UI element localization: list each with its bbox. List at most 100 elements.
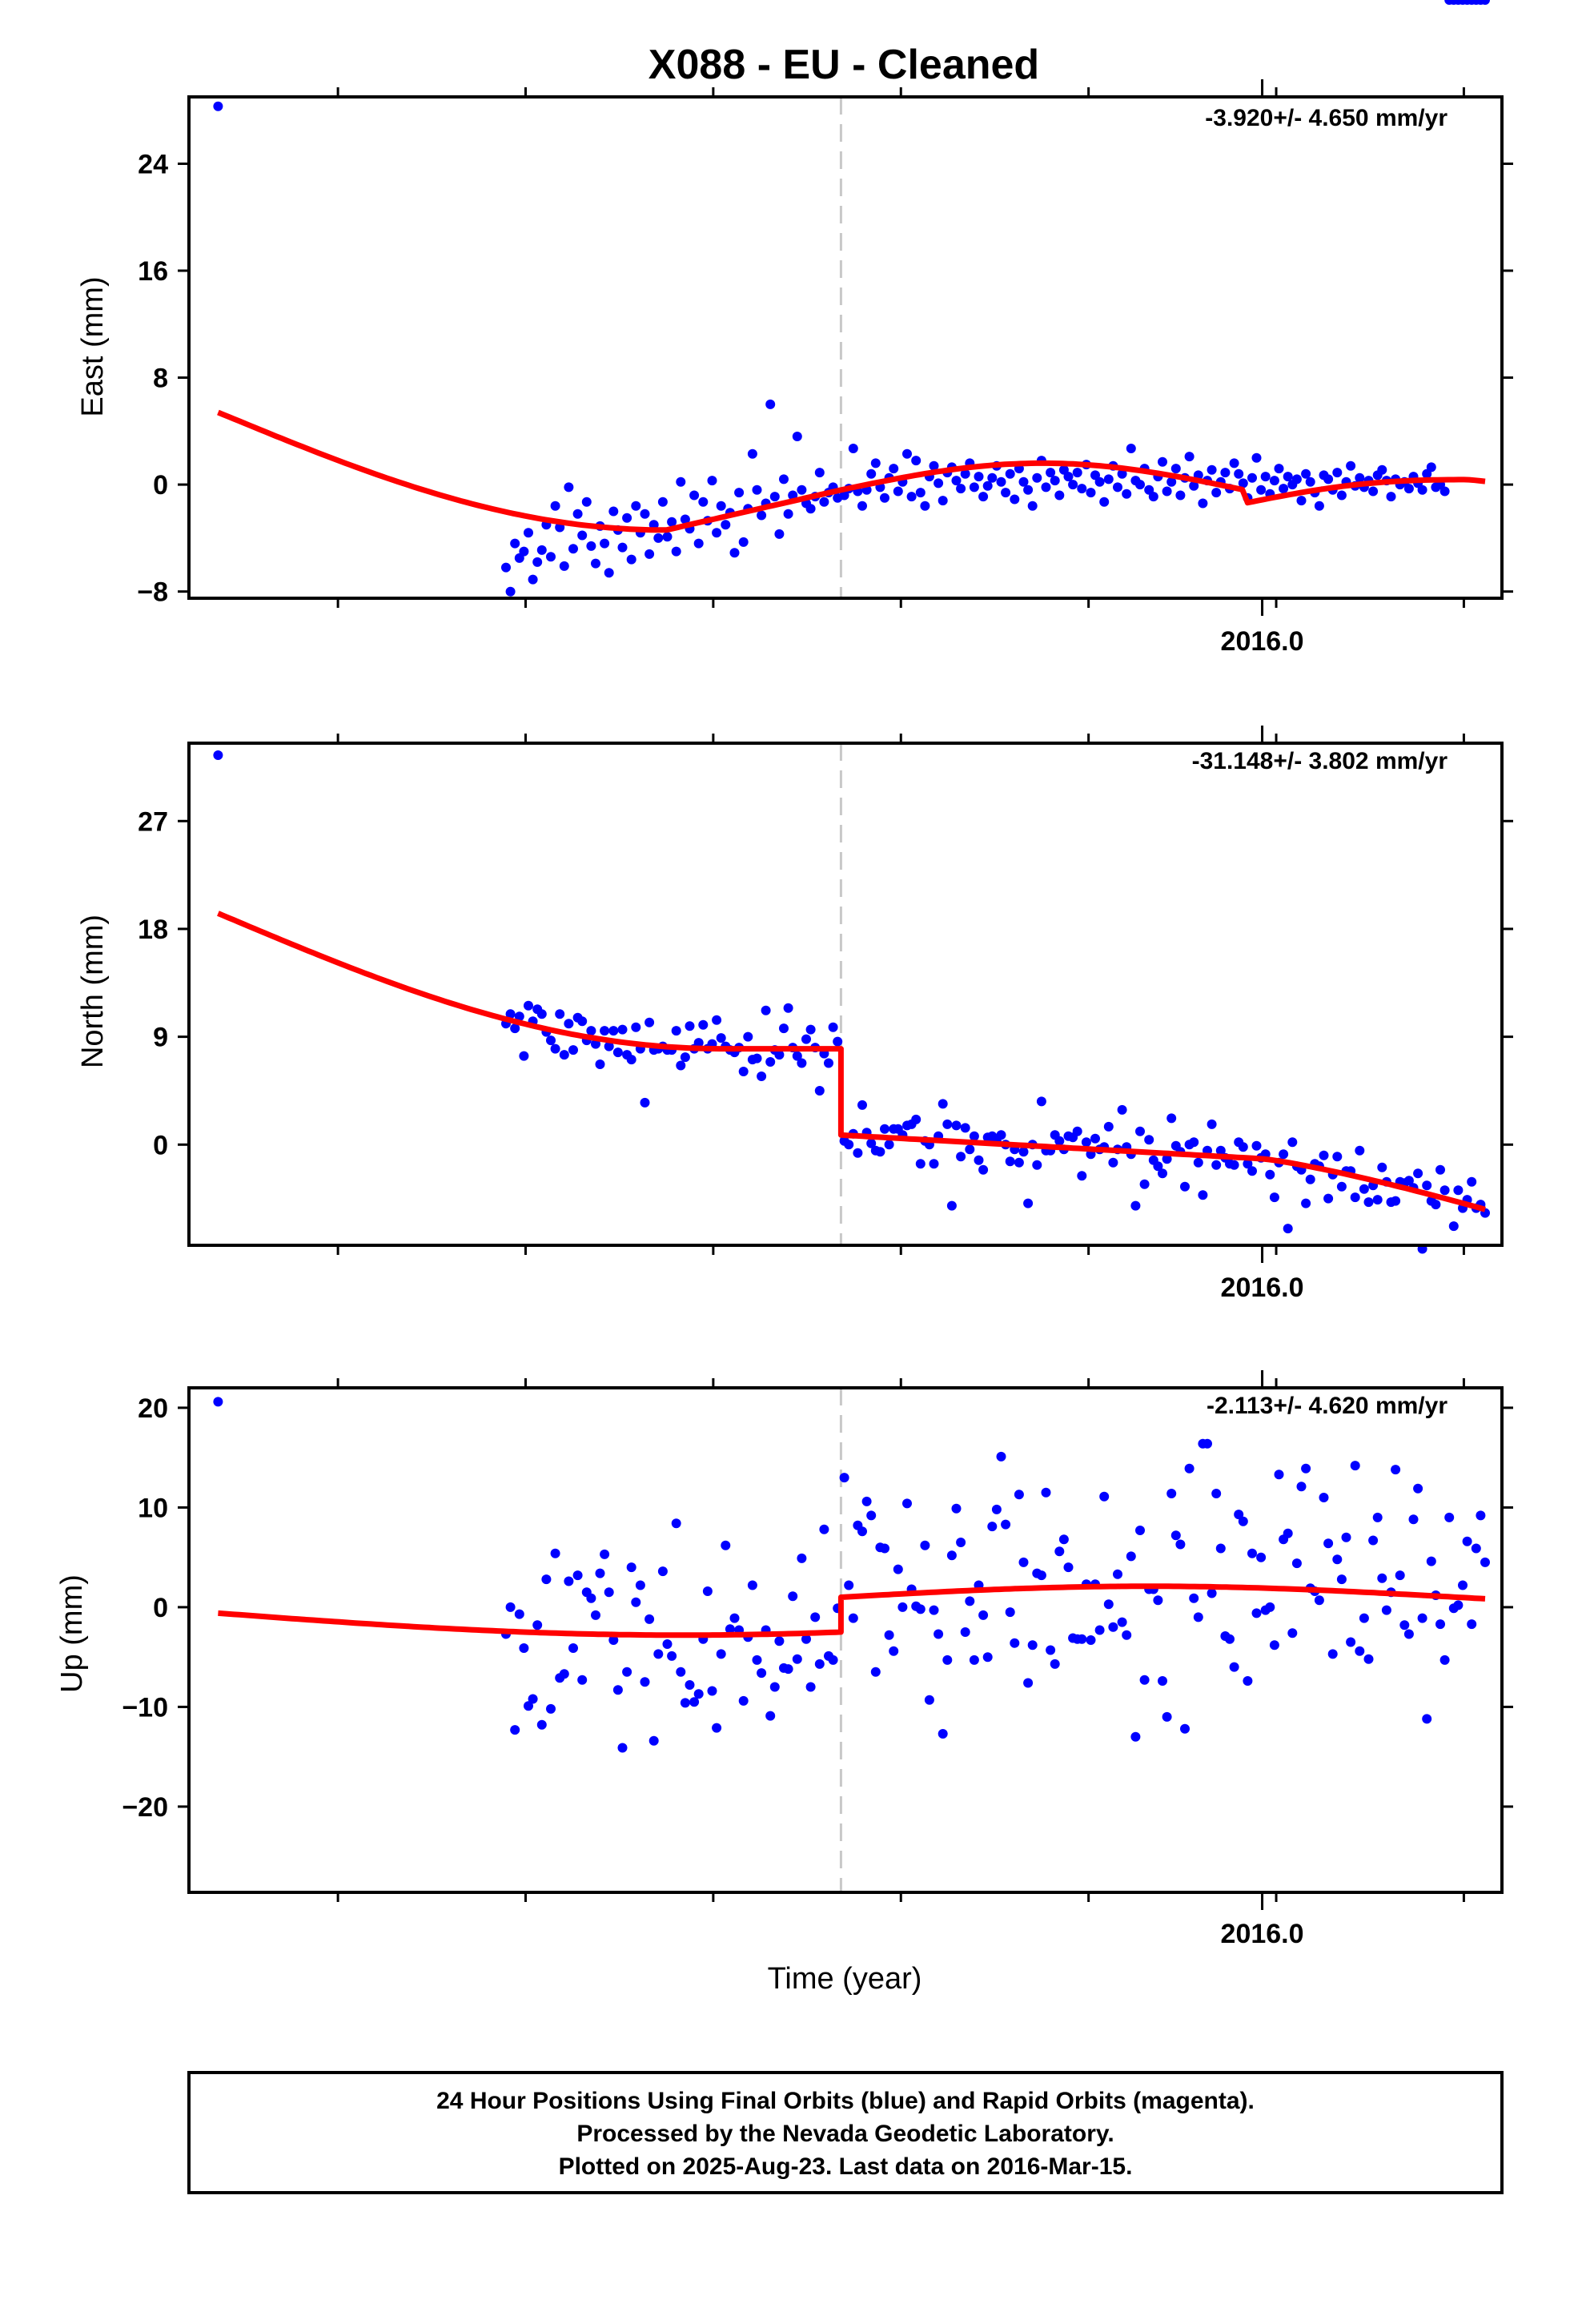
east-data-point <box>680 514 690 525</box>
up-data-point <box>839 1473 849 1483</box>
up-data-point <box>1126 1551 1136 1562</box>
up-data-point <box>915 1604 926 1614</box>
north-plot-frame <box>187 742 1504 1247</box>
up-data-point <box>1247 1548 1257 1558</box>
east-y-tick-label: 0 <box>153 470 168 501</box>
up-data-point <box>1238 1516 1248 1526</box>
up-data-point <box>810 1612 821 1622</box>
east-data-point <box>1368 486 1379 497</box>
east-data-point <box>1054 490 1065 501</box>
east-data-point <box>1283 472 1293 482</box>
north-data-point <box>1005 1156 1015 1167</box>
east-data-point <box>902 448 912 459</box>
up-data-point <box>857 1526 867 1537</box>
up-data-point <box>1476 1510 1486 1521</box>
east-data-point <box>1162 486 1172 497</box>
east-data-point <box>501 562 511 573</box>
up-model-curve <box>218 1583 1486 1638</box>
footer-line-1: 24 Hour Positions Using Final Orbits (bl… <box>436 2088 1255 2114</box>
north-data-point <box>577 1016 588 1027</box>
up-data-point <box>1480 1557 1490 1567</box>
up-data-point <box>788 1591 798 1602</box>
up-data-point <box>924 1695 934 1705</box>
up-data-point <box>757 1668 767 1679</box>
north-data-point <box>965 1144 975 1155</box>
up-data-point <box>956 1538 966 1547</box>
north-data-point <box>716 1033 726 1043</box>
up-data-point <box>550 1548 560 1558</box>
north-data-point <box>1323 1193 1334 1204</box>
east-data-point <box>774 529 785 539</box>
east-data-point <box>648 520 659 530</box>
east-data-point <box>1032 472 1042 483</box>
east-data-point <box>667 517 677 527</box>
east-data-point <box>631 501 641 511</box>
east-data-point <box>1077 484 1087 494</box>
up-data-point <box>880 1543 889 1554</box>
north-data-point <box>844 1140 854 1150</box>
east-data-point <box>974 472 984 482</box>
east-data-point <box>1103 474 1114 485</box>
north-data-point <box>1247 1166 1257 1176</box>
up-data-point <box>1319 1493 1329 1502</box>
east-data-point <box>1355 472 1365 483</box>
north-data-point <box>1139 1179 1150 1189</box>
east-data-point <box>920 501 930 511</box>
up-data-point <box>1054 1546 1065 1557</box>
north-data-point <box>880 1124 889 1134</box>
up-data-point <box>1094 1625 1105 1635</box>
east-data-point <box>1063 472 1074 482</box>
east-x-tick-label: 2016.0 <box>1221 626 1304 657</box>
north-data-point <box>586 1026 596 1036</box>
up-data-point <box>707 1686 717 1696</box>
north-data-point <box>783 1003 793 1013</box>
north-data-point <box>738 1067 749 1076</box>
north-data-point <box>1391 1196 1401 1206</box>
up-data-point <box>797 1553 807 1563</box>
north-data-point <box>915 1159 926 1169</box>
up-data-point <box>635 1580 645 1590</box>
up-data-point <box>680 1698 690 1708</box>
east-data-point <box>929 460 939 471</box>
north-data-point <box>797 1058 807 1068</box>
east-plot-frame <box>187 95 1504 600</box>
east-data-point <box>1296 496 1307 506</box>
up-data-point <box>870 1667 881 1677</box>
east-data-point <box>1386 492 1396 502</box>
north-data-point <box>1243 1159 1253 1169</box>
up-data-point <box>929 1605 939 1615</box>
east-data-point <box>546 552 556 562</box>
up-data-point <box>1058 1534 1069 1545</box>
north-data-point <box>536 1009 547 1019</box>
north-data-point <box>866 1138 877 1148</box>
east-data-point <box>848 444 858 453</box>
north-data-point <box>1435 1164 1445 1175</box>
north-data-point <box>1018 1147 1029 1157</box>
north-data-point <box>1355 1145 1365 1156</box>
up-data-point <box>528 1694 538 1704</box>
east-data-point <box>757 510 767 521</box>
up-data-point <box>1005 1607 1015 1618</box>
up-data-point <box>644 1614 655 1624</box>
up-data-point <box>1063 1562 1074 1573</box>
north-data-point <box>680 1052 690 1063</box>
east-data-point <box>1260 472 1271 482</box>
north-data-point <box>884 1140 894 1150</box>
north-data-point <box>996 1130 1006 1140</box>
up-data-point <box>676 1667 686 1677</box>
north-data-point <box>960 1123 970 1133</box>
up-data-point <box>702 1586 713 1596</box>
east-data-point <box>1189 480 1199 491</box>
north-data-point <box>1439 1185 1450 1196</box>
north-data-point <box>1180 1181 1190 1192</box>
east-data-point <box>1439 486 1450 497</box>
up-data-point <box>1283 1528 1293 1538</box>
north-data-point <box>757 1072 767 1081</box>
east-y-tick-label: 16 <box>138 256 168 287</box>
north-y-axis-label: North (mm) <box>76 915 110 1068</box>
north-data-point <box>1077 1171 1087 1181</box>
north-y-tick-label: 18 <box>138 915 168 945</box>
north-data-point <box>1158 1168 1167 1179</box>
east-data-point <box>805 504 816 514</box>
